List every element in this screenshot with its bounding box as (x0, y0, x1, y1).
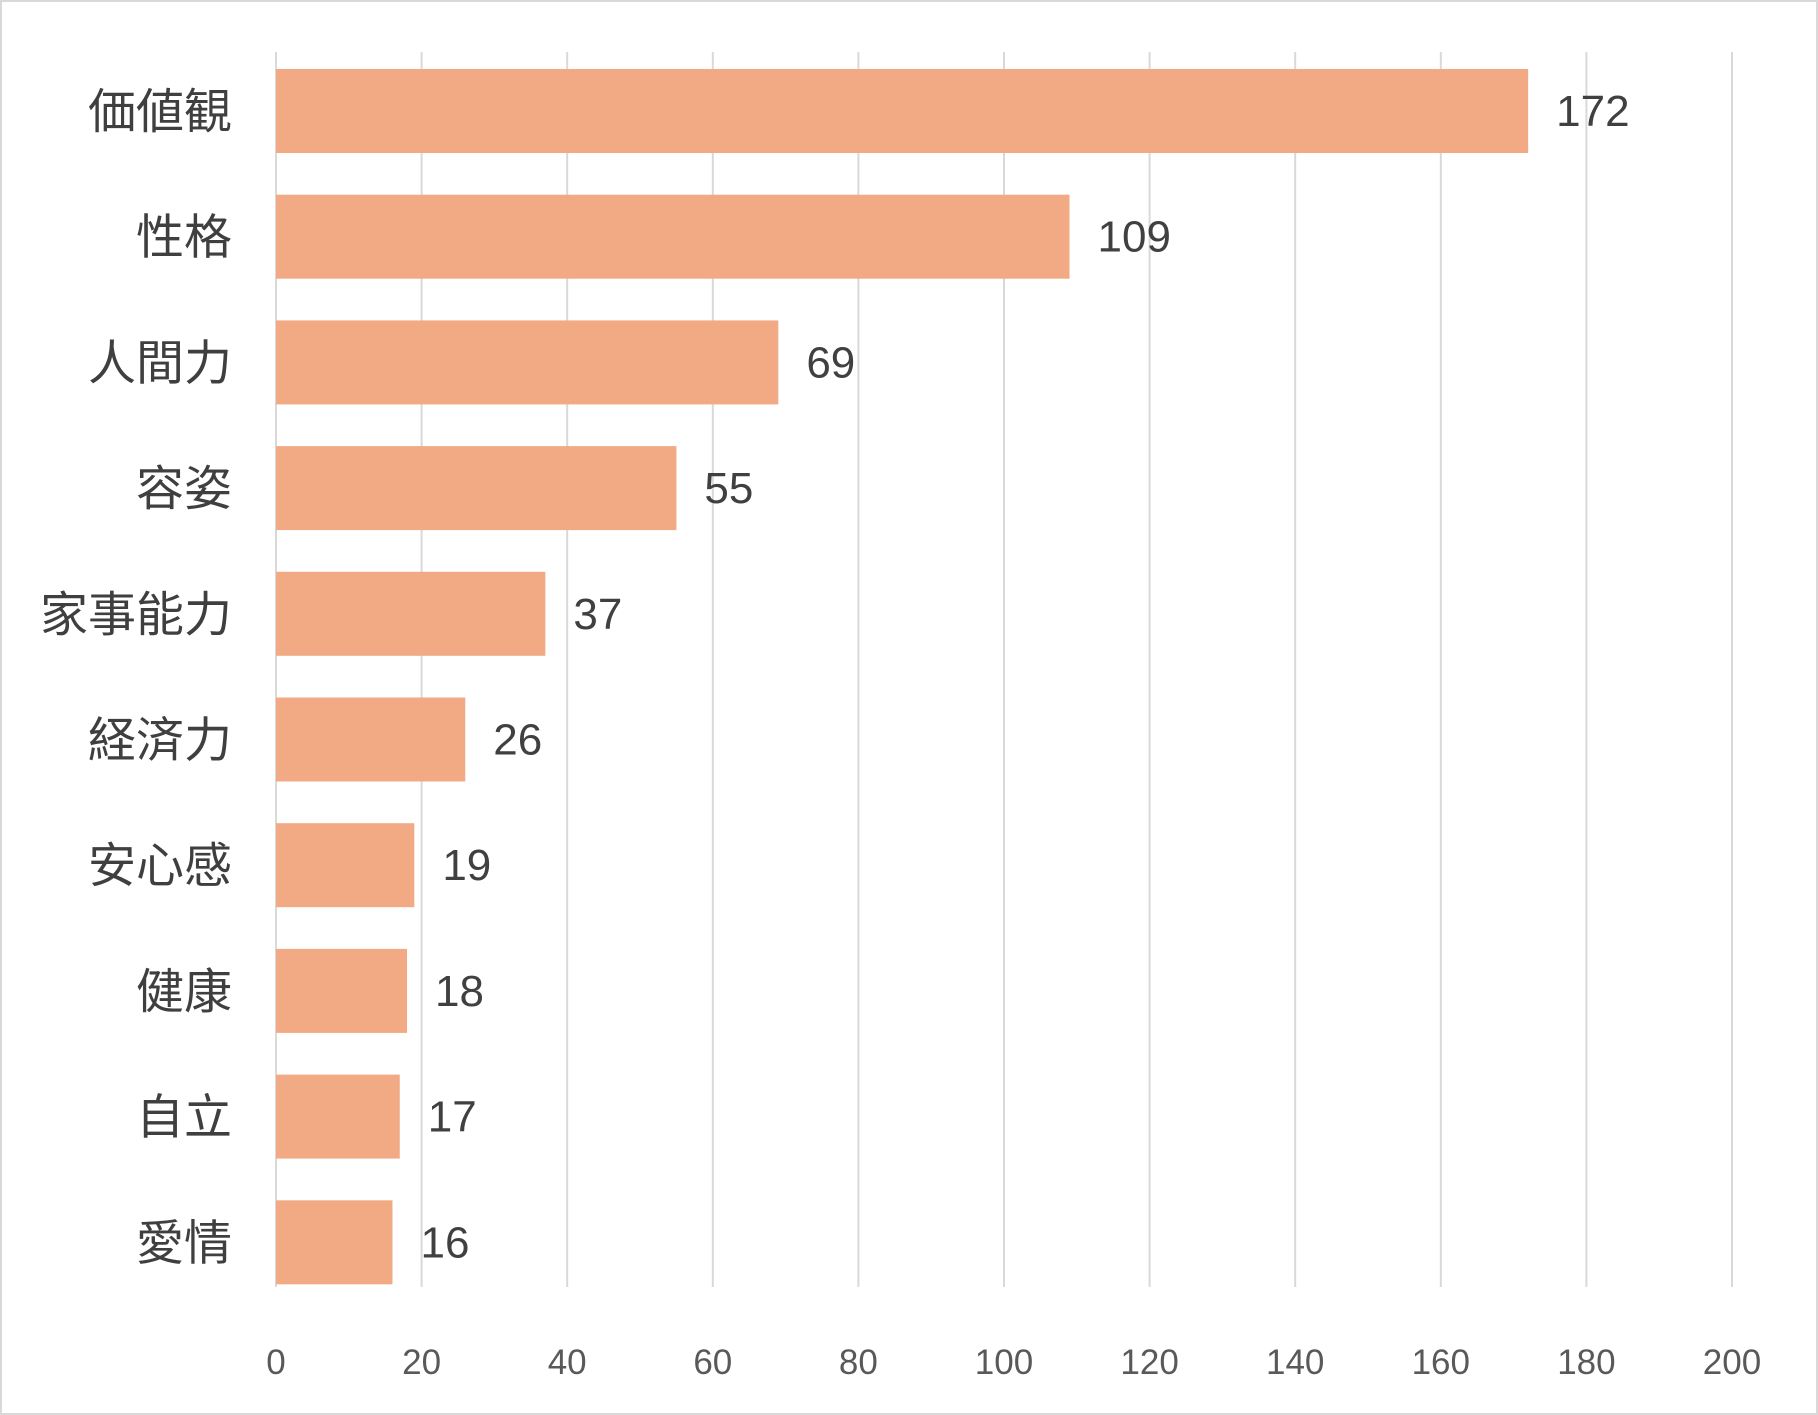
category-label: 安心感 (88, 838, 232, 894)
category-label: 性格 (136, 210, 232, 266)
data-label: 18 (435, 967, 484, 1016)
data-label: 55 (704, 464, 753, 513)
data-label: 69 (806, 338, 855, 387)
data-labels: 172 109 69 55 37 26 19 18 17 16 (420, 87, 1629, 1267)
bar (276, 823, 415, 908)
x-tick-label: 120 (1120, 1343, 1178, 1382)
category-label: 容姿 (136, 461, 232, 517)
category-label: 愛情 (136, 1215, 232, 1271)
x-tick-label: 60 (693, 1343, 732, 1382)
category-label: 価値観 (88, 84, 232, 140)
data-label: 172 (1556, 87, 1629, 136)
bar (276, 697, 466, 782)
category-label: 経済力 (88, 713, 232, 769)
bar (276, 948, 408, 1033)
data-label: 37 (573, 590, 622, 639)
category-label: 人間力 (88, 335, 232, 391)
bar (276, 446, 677, 531)
bars (276, 69, 1529, 1285)
x-tick-label: 0 (266, 1343, 285, 1382)
x-tick-label: 40 (548, 1343, 587, 1382)
x-tick-label: 140 (1266, 1343, 1324, 1382)
bar (276, 320, 779, 405)
x-tick-label: 80 (839, 1343, 878, 1382)
data-label: 109 (1098, 213, 1171, 262)
data-label: 19 (442, 841, 491, 890)
data-label: 26 (493, 716, 542, 765)
x-axis-tick-labels: 0 20 40 60 80 100 120 140 160 180 200 (266, 1343, 1761, 1382)
x-tick-label: 180 (1557, 1343, 1615, 1382)
bar (276, 1074, 400, 1159)
x-tick-label: 160 (1412, 1343, 1470, 1382)
data-label: 16 (420, 1218, 469, 1267)
category-label: 健康 (136, 964, 232, 1020)
bar (276, 194, 1070, 279)
bar (276, 69, 1529, 153)
bar (276, 1200, 393, 1285)
category-label: 自立 (136, 1090, 232, 1146)
category-label: 家事能力 (40, 587, 232, 643)
x-tick-label: 20 (402, 1343, 441, 1382)
x-tick-label: 200 (1703, 1343, 1761, 1382)
data-label: 17 (428, 1093, 477, 1142)
x-tick-label: 100 (975, 1343, 1033, 1382)
bar (276, 571, 546, 656)
